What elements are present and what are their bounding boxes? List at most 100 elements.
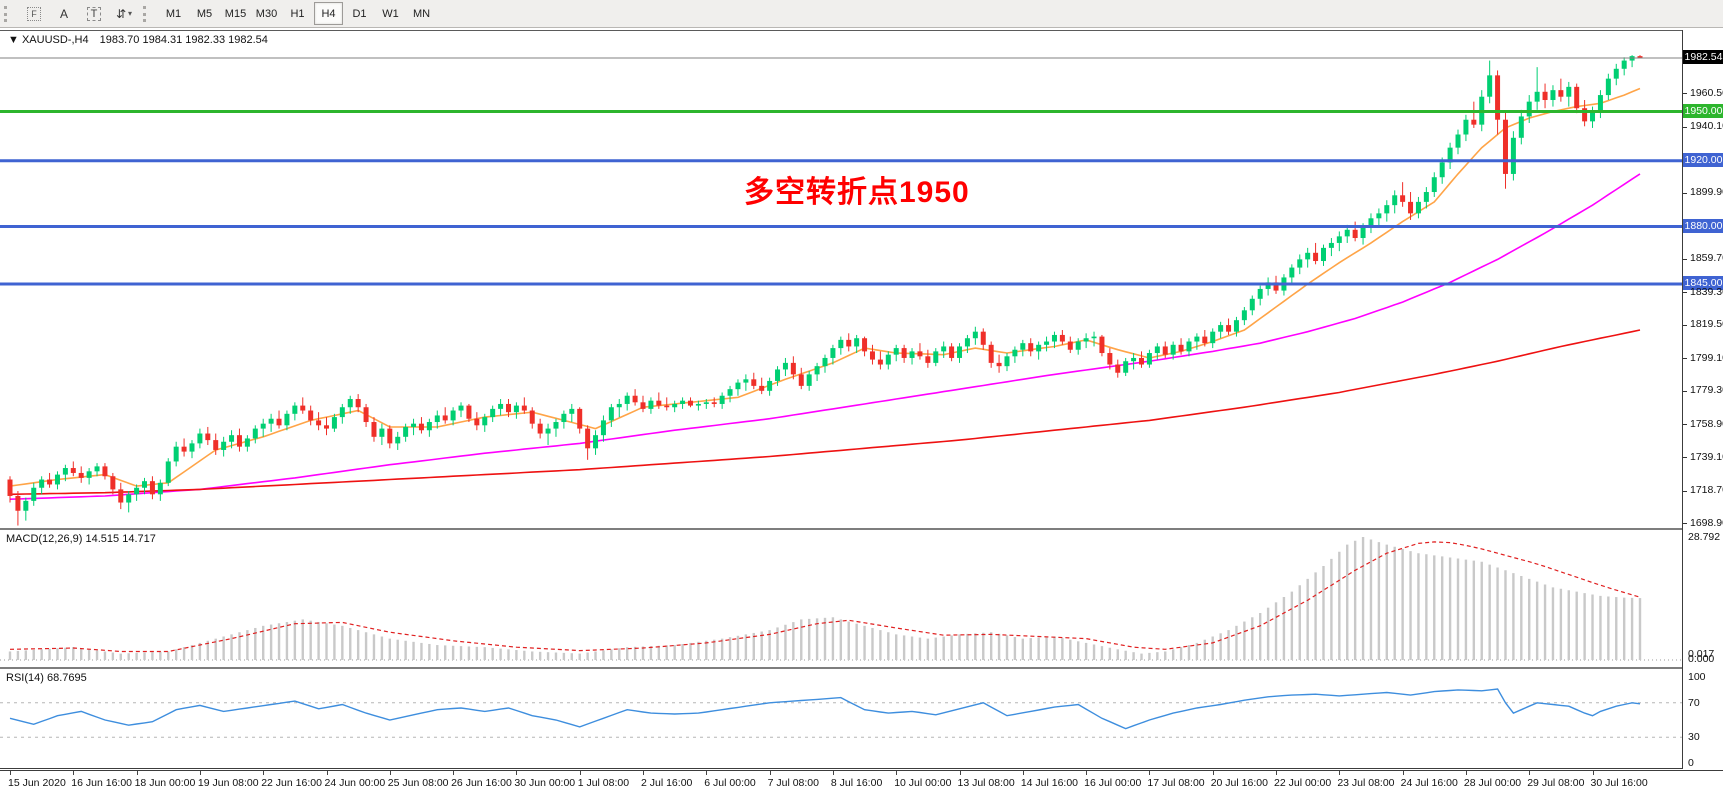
arrows-tool-button[interactable]: ⇵ ▾ <box>111 2 137 25</box>
current-price-badge: 1982.54 <box>1683 50 1723 65</box>
rsi-level-100: 100 <box>1688 671 1706 683</box>
time-axis-label: 26 Jun 16:00 <box>451 777 512 789</box>
time-tick-mark <box>1402 771 1404 775</box>
ohlc-close: 1982.54 <box>228 34 268 46</box>
price-tick-mark <box>1683 457 1687 458</box>
toolbar-drag-handle[interactable] <box>4 5 13 22</box>
tf-button-w1[interactable]: W1 <box>382 7 399 20</box>
time-axis-label: 13 Jul 08:00 <box>957 777 1015 789</box>
window-fit-button[interactable]: F <box>21 2 47 25</box>
rsi-chart[interactable] <box>0 669 1682 768</box>
MA-mid-magenta <box>9 173 1641 500</box>
MA-slow-red <box>9 329 1641 496</box>
time-tick-mark <box>136 771 138 775</box>
tf-button-m5[interactable]: M5 <box>196 7 213 20</box>
time-tick-mark <box>769 771 771 775</box>
font-tool-button[interactable]: A <box>51 2 77 25</box>
price-tick-mark <box>1683 292 1687 294</box>
time-tick-mark <box>1022 771 1024 775</box>
rsi-label: RSI(14) 68.7695 <box>6 672 87 684</box>
time-axis[interactable]: 15 Jun 2020 16 Jun 16:00 18 Jun 00:00 19 Ju… <box>0 770 1723 795</box>
hline-1920-badge: 1920.00 <box>1683 152 1723 167</box>
ohlc-high: 1984.31 <box>142 34 183 46</box>
price-tick-mark <box>1683 523 1687 525</box>
price-tick-label: 1960.50 <box>1690 86 1723 99</box>
tf-button-m1[interactable]: M1 <box>165 7 182 20</box>
candlestick-chart[interactable] <box>0 31 1682 528</box>
time-axis-label: 6 Jul 00:00 <box>704 777 756 789</box>
time-axis-label: 14 Jul 16:00 <box>1020 777 1079 789</box>
time-axis-label: 29 Jul 08:00 <box>1527 777 1585 789</box>
time-tick-mark <box>1212 771 1214 775</box>
time-tick-mark <box>1149 771 1151 775</box>
time-tick-mark <box>10 771 11 775</box>
time-tick-mark <box>199 771 201 775</box>
rsi-level-0: 0 <box>1688 757 1694 769</box>
rsi-indicator-panel[interactable]: RSI(14) 68.7695 <box>0 669 1723 769</box>
chart-header: ▼ XAUUSD-,H4 1983.70 1984.31 1982.33 198… <box>8 34 268 46</box>
time-axis-label: 19 Jun 08:00 <box>197 777 259 789</box>
time-axis-label: 30 Jun 00:00 <box>514 777 576 789</box>
time-tick-mark <box>1592 771 1594 775</box>
window-fit-icon: F <box>27 6 41 21</box>
macd-chart[interactable] <box>0 530 1682 667</box>
time-axis-label: 16 Jun 16:00 <box>71 777 133 789</box>
time-axis-label: 30 Jul 16:00 <box>1590 777 1648 789</box>
price-tick-label: 1819.50 <box>1690 318 1723 331</box>
tf-button-h4-active[interactable]: H4 <box>314 2 343 25</box>
text-label-button[interactable]: T <box>81 2 107 25</box>
ohlc-low: 1982.33 <box>185 34 226 46</box>
rsi-level-70: 70 <box>1688 697 1700 709</box>
time-tick-mark <box>1276 771 1278 775</box>
time-tick-mark <box>832 771 834 775</box>
time-tick-mark <box>326 771 328 775</box>
tf-button-d1[interactable]: D1 <box>352 7 367 20</box>
time-tick-mark <box>453 771 455 775</box>
chart-workspace: ▼ XAUUSD-,H4 1983.70 1984.31 1982.33 198… <box>0 28 1723 795</box>
time-tick-mark <box>959 771 961 775</box>
time-tick-mark <box>73 771 75 775</box>
macd-indicator-panel[interactable]: MACD(12,26,9) 14.515 14.717 <box>0 530 1723 669</box>
arrows-icon: ⇵ <box>115 6 127 21</box>
time-tick-mark <box>1465 771 1467 775</box>
price-chart-panel[interactable]: ▼ XAUUSD-,H4 1983.70 1984.31 1982.33 198… <box>0 30 1723 530</box>
time-axis-label: 10 Jul 00:00 <box>894 777 952 789</box>
ohlc-open: 1983.70 <box>99 34 140 46</box>
tf-button-mn[interactable]: MN <box>412 7 431 20</box>
time-axis-label: 7 Jul 08:00 <box>767 777 819 789</box>
price-tick-label: 1758.90 <box>1690 417 1723 430</box>
macd-signal-value: 14.717 <box>122 533 156 545</box>
time-axis-label: 8 Jul 16:00 <box>830 777 883 789</box>
price-tick-mark <box>1683 390 1687 392</box>
time-axis-label: 22 Jun 16:00 <box>261 777 322 789</box>
price-tick-mark <box>1683 490 1687 492</box>
top-toolbar: F A T ⇵ ▾ M1 M5 M15 M30 H1 H4 D1 W1 MN <box>0 0 1723 28</box>
price-tick-label: 1739.10 <box>1690 450 1723 463</box>
time-tick-mark <box>1086 771 1088 775</box>
macd-main-value: 14.515 <box>85 533 120 545</box>
chart-annotation-text[interactable]: 多空转折点1950 <box>744 176 970 209</box>
MA-fast-orange <box>9 87 1641 487</box>
price-tick-label: 1859.70 <box>1690 252 1723 265</box>
time-tick-mark <box>1339 771 1341 775</box>
price-axis[interactable]: 1982.54 1950.00 1920.00 1880.00 1845.00 … <box>1682 30 1723 769</box>
time-axis-label: 1 Jul 08:00 <box>577 777 630 789</box>
time-axis-label: 16 Jul 00:00 <box>1084 777 1142 789</box>
price-tick-label: 1779.30 <box>1690 384 1723 397</box>
time-axis-label: 24 Jul 16:00 <box>1400 777 1458 789</box>
price-tick-mark <box>1683 258 1687 260</box>
time-axis-label: 24 Jun 00:00 <box>324 777 386 789</box>
macd-axis-max: 28.792 <box>1688 531 1721 543</box>
tf-button-m15[interactable]: M15 <box>224 7 247 20</box>
time-axis-label: 20 Jul 16:00 <box>1210 777 1268 789</box>
time-tick-mark <box>263 771 265 775</box>
symbol-dropdown-icon[interactable]: ▼ <box>8 34 19 46</box>
price-tick-label: 1839.30 <box>1690 285 1723 298</box>
tf-button-h1[interactable]: H1 <box>290 7 305 20</box>
text-box-icon: T <box>86 6 102 21</box>
toolbar-drag-handle-2[interactable] <box>143 5 152 22</box>
tf-button-m30[interactable]: M30 <box>255 7 278 20</box>
time-axis-label: 2 Jul 16:00 <box>641 777 693 789</box>
time-tick-mark <box>516 771 518 775</box>
